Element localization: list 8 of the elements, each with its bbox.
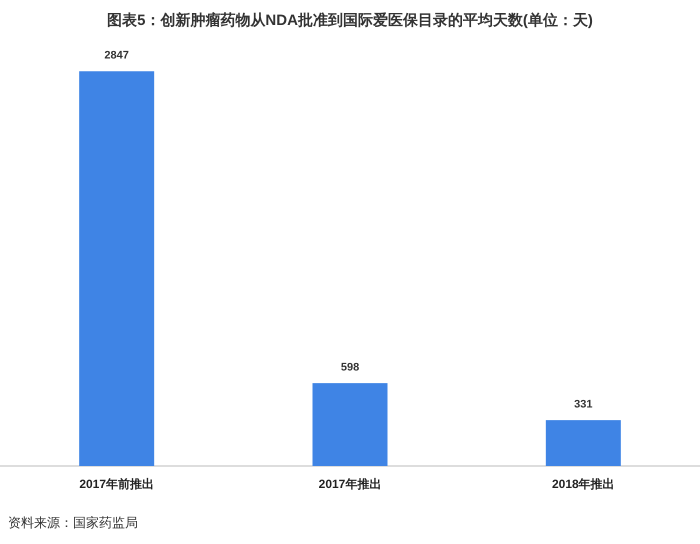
data-label: 598 [340,362,360,374]
text: 资料来源：国家药监局 [8,515,138,532]
x-tick-label: 2017年推出 [318,477,382,491]
x-tick-label: 2018年推出 [552,477,615,491]
data-label: 331 [574,398,593,411]
data-label: 2847 [104,50,129,62]
chart-title: 图表5：创新肿瘤药物从NDA批准到国际爱医保目录的平均天数(单位：天) [107,11,593,29]
x-tick-label: 2017年前推出 [79,477,154,491]
